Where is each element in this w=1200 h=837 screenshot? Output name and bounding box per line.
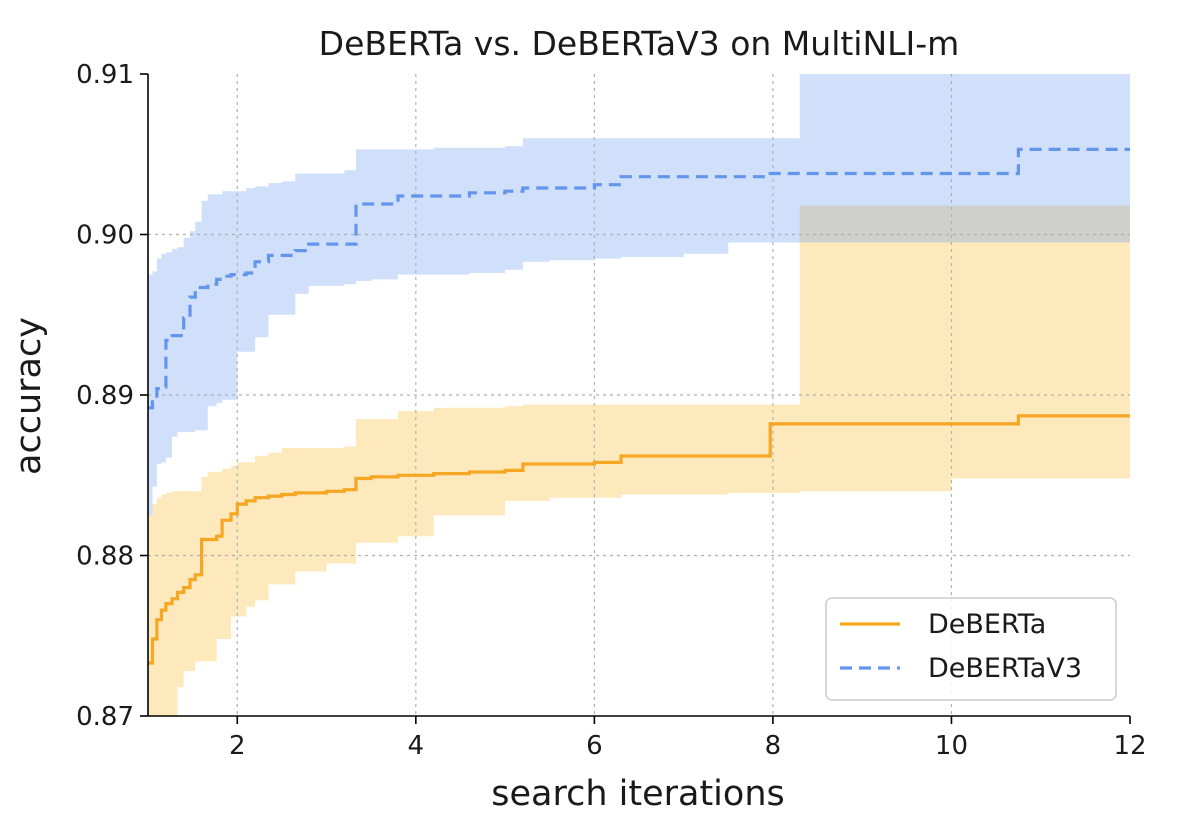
x-tick-label: 6 [586,731,603,761]
band-deberta [148,205,1130,716]
x-tick-label: 2 [229,731,246,761]
band-debertav3 [148,74,1130,516]
y-tick-label: 0.89 [76,381,134,411]
y-tick-label: 0.88 [76,542,134,572]
x-tick-label: 4 [408,731,425,761]
series-line-debertav3 [148,147,1130,410]
x-tick-label: 10 [935,731,968,761]
y-tick-label: 0.87 [76,702,134,732]
x-tick-label: 8 [765,731,782,761]
y-tick-label: 0.91 [76,60,134,90]
chart-title: DeBERTa vs. DeBERTaV3 on MultiNLI-m [319,24,960,63]
legend-label-deberta: DeBERTa [928,609,1046,640]
y-axis-label: accuracy [9,317,49,475]
x-axis-label: search iterations [491,774,784,814]
legend: DeBERTa DeBERTaV3 [825,597,1117,701]
legend-label-debertav3: DeBERTaV3 [928,653,1082,684]
series-line-deberta [148,414,1130,665]
plot-area [148,74,1130,716]
y-tick-label: 0.90 [76,221,134,251]
x-tick-label: 12 [1113,731,1146,761]
